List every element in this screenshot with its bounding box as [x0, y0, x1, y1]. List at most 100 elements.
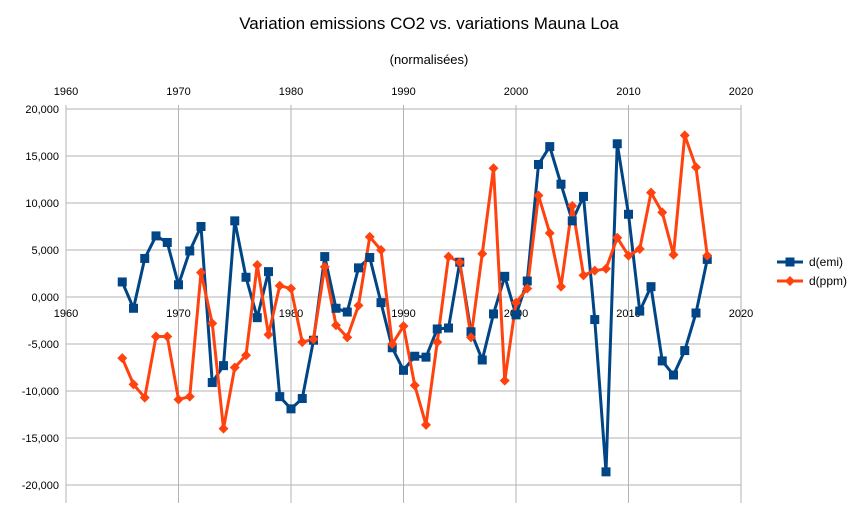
- data-point-d(emi): [376, 298, 386, 308]
- data-point-d(emi): [500, 271, 510, 281]
- data-point-d(emi): [657, 356, 667, 366]
- data-point-d(ppm): [252, 260, 263, 271]
- data-point-d(emi): [579, 191, 588, 201]
- data-point-d(emi): [219, 361, 228, 371]
- data-point-d(ppm): [398, 321, 409, 332]
- data-point-d(emi): [680, 346, 690, 356]
- data-point-d(ppm): [218, 423, 229, 434]
- data-point-d(ppm): [263, 329, 274, 340]
- data-point-d(ppm): [162, 331, 173, 342]
- data-point-d(emi): [275, 392, 285, 402]
- chart-title: Variation emissions CO2 vs. variations M…: [239, 14, 619, 33]
- data-point-d(ppm): [387, 339, 398, 349]
- x-tick-label: 1970: [166, 308, 190, 320]
- x-tick-label-top: 1960: [54, 86, 78, 98]
- data-point-d(ppm): [308, 334, 319, 345]
- data-point-d(ppm): [477, 248, 488, 259]
- y-tick-label: 10,000: [25, 198, 59, 210]
- data-point-d(emi): [185, 246, 195, 256]
- x-tick-label: 2010: [616, 308, 640, 320]
- data-point-d(ppm): [488, 163, 499, 174]
- x-tick-label: 1990: [391, 308, 415, 320]
- data-point-d(emi): [196, 222, 206, 231]
- data-point-d(emi): [421, 352, 431, 362]
- data-point-d(emi): [320, 252, 330, 262]
- data-point-d(emi): [511, 310, 521, 320]
- data-point-d(ppm): [229, 362, 240, 373]
- data-point-d(ppm): [443, 251, 454, 262]
- data-point-d(emi): [117, 277, 127, 287]
- data-point-d(ppm): [207, 318, 218, 329]
- x-tick-label: 1960: [54, 308, 78, 320]
- data-point-d(emi): [489, 309, 498, 319]
- legend-marker-d(emi): [785, 257, 795, 267]
- data-point-d(ppm): [274, 280, 285, 291]
- data-point-d(ppm): [128, 379, 139, 390]
- data-point-d(emi): [241, 272, 251, 282]
- data-point-d(emi): [297, 394, 307, 404]
- data-point-d(ppm): [454, 257, 465, 268]
- data-point-d(ppm): [544, 228, 555, 239]
- x-tick-label-top: 2010: [616, 86, 640, 98]
- x-tick-label-top: 2000: [504, 86, 528, 98]
- data-point-d(emi): [567, 216, 577, 226]
- data-point-d(ppm): [589, 265, 600, 276]
- data-point-d(emi): [286, 404, 296, 414]
- data-point-d(ppm): [319, 261, 330, 272]
- data-point-d(emi): [252, 313, 262, 323]
- y-tick-label: -20,000: [22, 480, 59, 492]
- data-point-d(emi): [624, 209, 633, 219]
- data-point-d(ppm): [297, 337, 308, 348]
- x-tick-label-top: 1990: [391, 86, 415, 98]
- data-point-d(emi): [410, 351, 420, 361]
- data-point-d(ppm): [286, 283, 296, 294]
- x-tick-label-top: 1970: [166, 86, 190, 98]
- series-layer: [117, 130, 713, 477]
- data-point-d(ppm): [634, 244, 645, 255]
- data-point-d(ppm): [679, 130, 690, 141]
- data-point-d(ppm): [364, 231, 375, 242]
- data-point-d(emi): [365, 253, 375, 263]
- data-point-d(emi): [432, 324, 442, 334]
- data-point-d(emi): [612, 139, 622, 149]
- y-tick-label: -15,000: [22, 433, 59, 445]
- data-point-d(ppm): [421, 419, 431, 430]
- data-point-d(ppm): [151, 331, 161, 342]
- chart-axes: 20,000 15,000 10,000 5,000 0,000 -5,000 -10,00…: [22, 86, 754, 492]
- data-point-d(emi): [230, 216, 240, 226]
- data-point-d(ppm): [612, 232, 623, 243]
- data-point-d(ppm): [409, 380, 420, 391]
- chart-subtitle: (normalisées): [389, 52, 469, 67]
- data-point-d(ppm): [196, 267, 206, 278]
- data-point-d(emi): [545, 142, 555, 152]
- data-point-d(ppm): [646, 187, 656, 198]
- data-point-d(emi): [601, 467, 611, 477]
- data-point-d(ppm): [432, 337, 443, 348]
- data-point-d(ppm): [601, 263, 611, 274]
- data-point-d(emi): [635, 306, 645, 316]
- data-point-d(emi): [522, 276, 532, 286]
- data-point-d(emi): [264, 267, 273, 277]
- data-point-d(ppm): [567, 200, 578, 211]
- y-tick-label: 15,000: [25, 151, 59, 163]
- y-tick-label: 5,000: [31, 245, 59, 257]
- data-point-d(ppm): [499, 375, 510, 386]
- data-point-d(emi): [691, 308, 701, 318]
- data-point-d(ppm): [376, 245, 386, 255]
- data-point-d(emi): [354, 263, 363, 273]
- data-point-d(emi): [342, 307, 352, 317]
- data-point-d(ppm): [511, 297, 521, 308]
- data-point-d(ppm): [342, 332, 353, 343]
- data-point-d(emi): [151, 231, 161, 241]
- data-point-d(ppm): [702, 250, 713, 261]
- x-tick-label: 2020: [729, 308, 753, 320]
- data-point-d(ppm): [657, 207, 668, 218]
- legend-label: d(emi): [809, 255, 843, 269]
- data-point-d(emi): [331, 303, 341, 313]
- data-point-d(emi): [174, 280, 183, 290]
- data-point-d(emi): [590, 315, 600, 325]
- data-point-d(emi): [399, 365, 408, 375]
- x-tick-label: 1980: [279, 308, 303, 320]
- data-point-d(ppm): [173, 394, 184, 405]
- y-tick-label: -10,000: [22, 386, 59, 398]
